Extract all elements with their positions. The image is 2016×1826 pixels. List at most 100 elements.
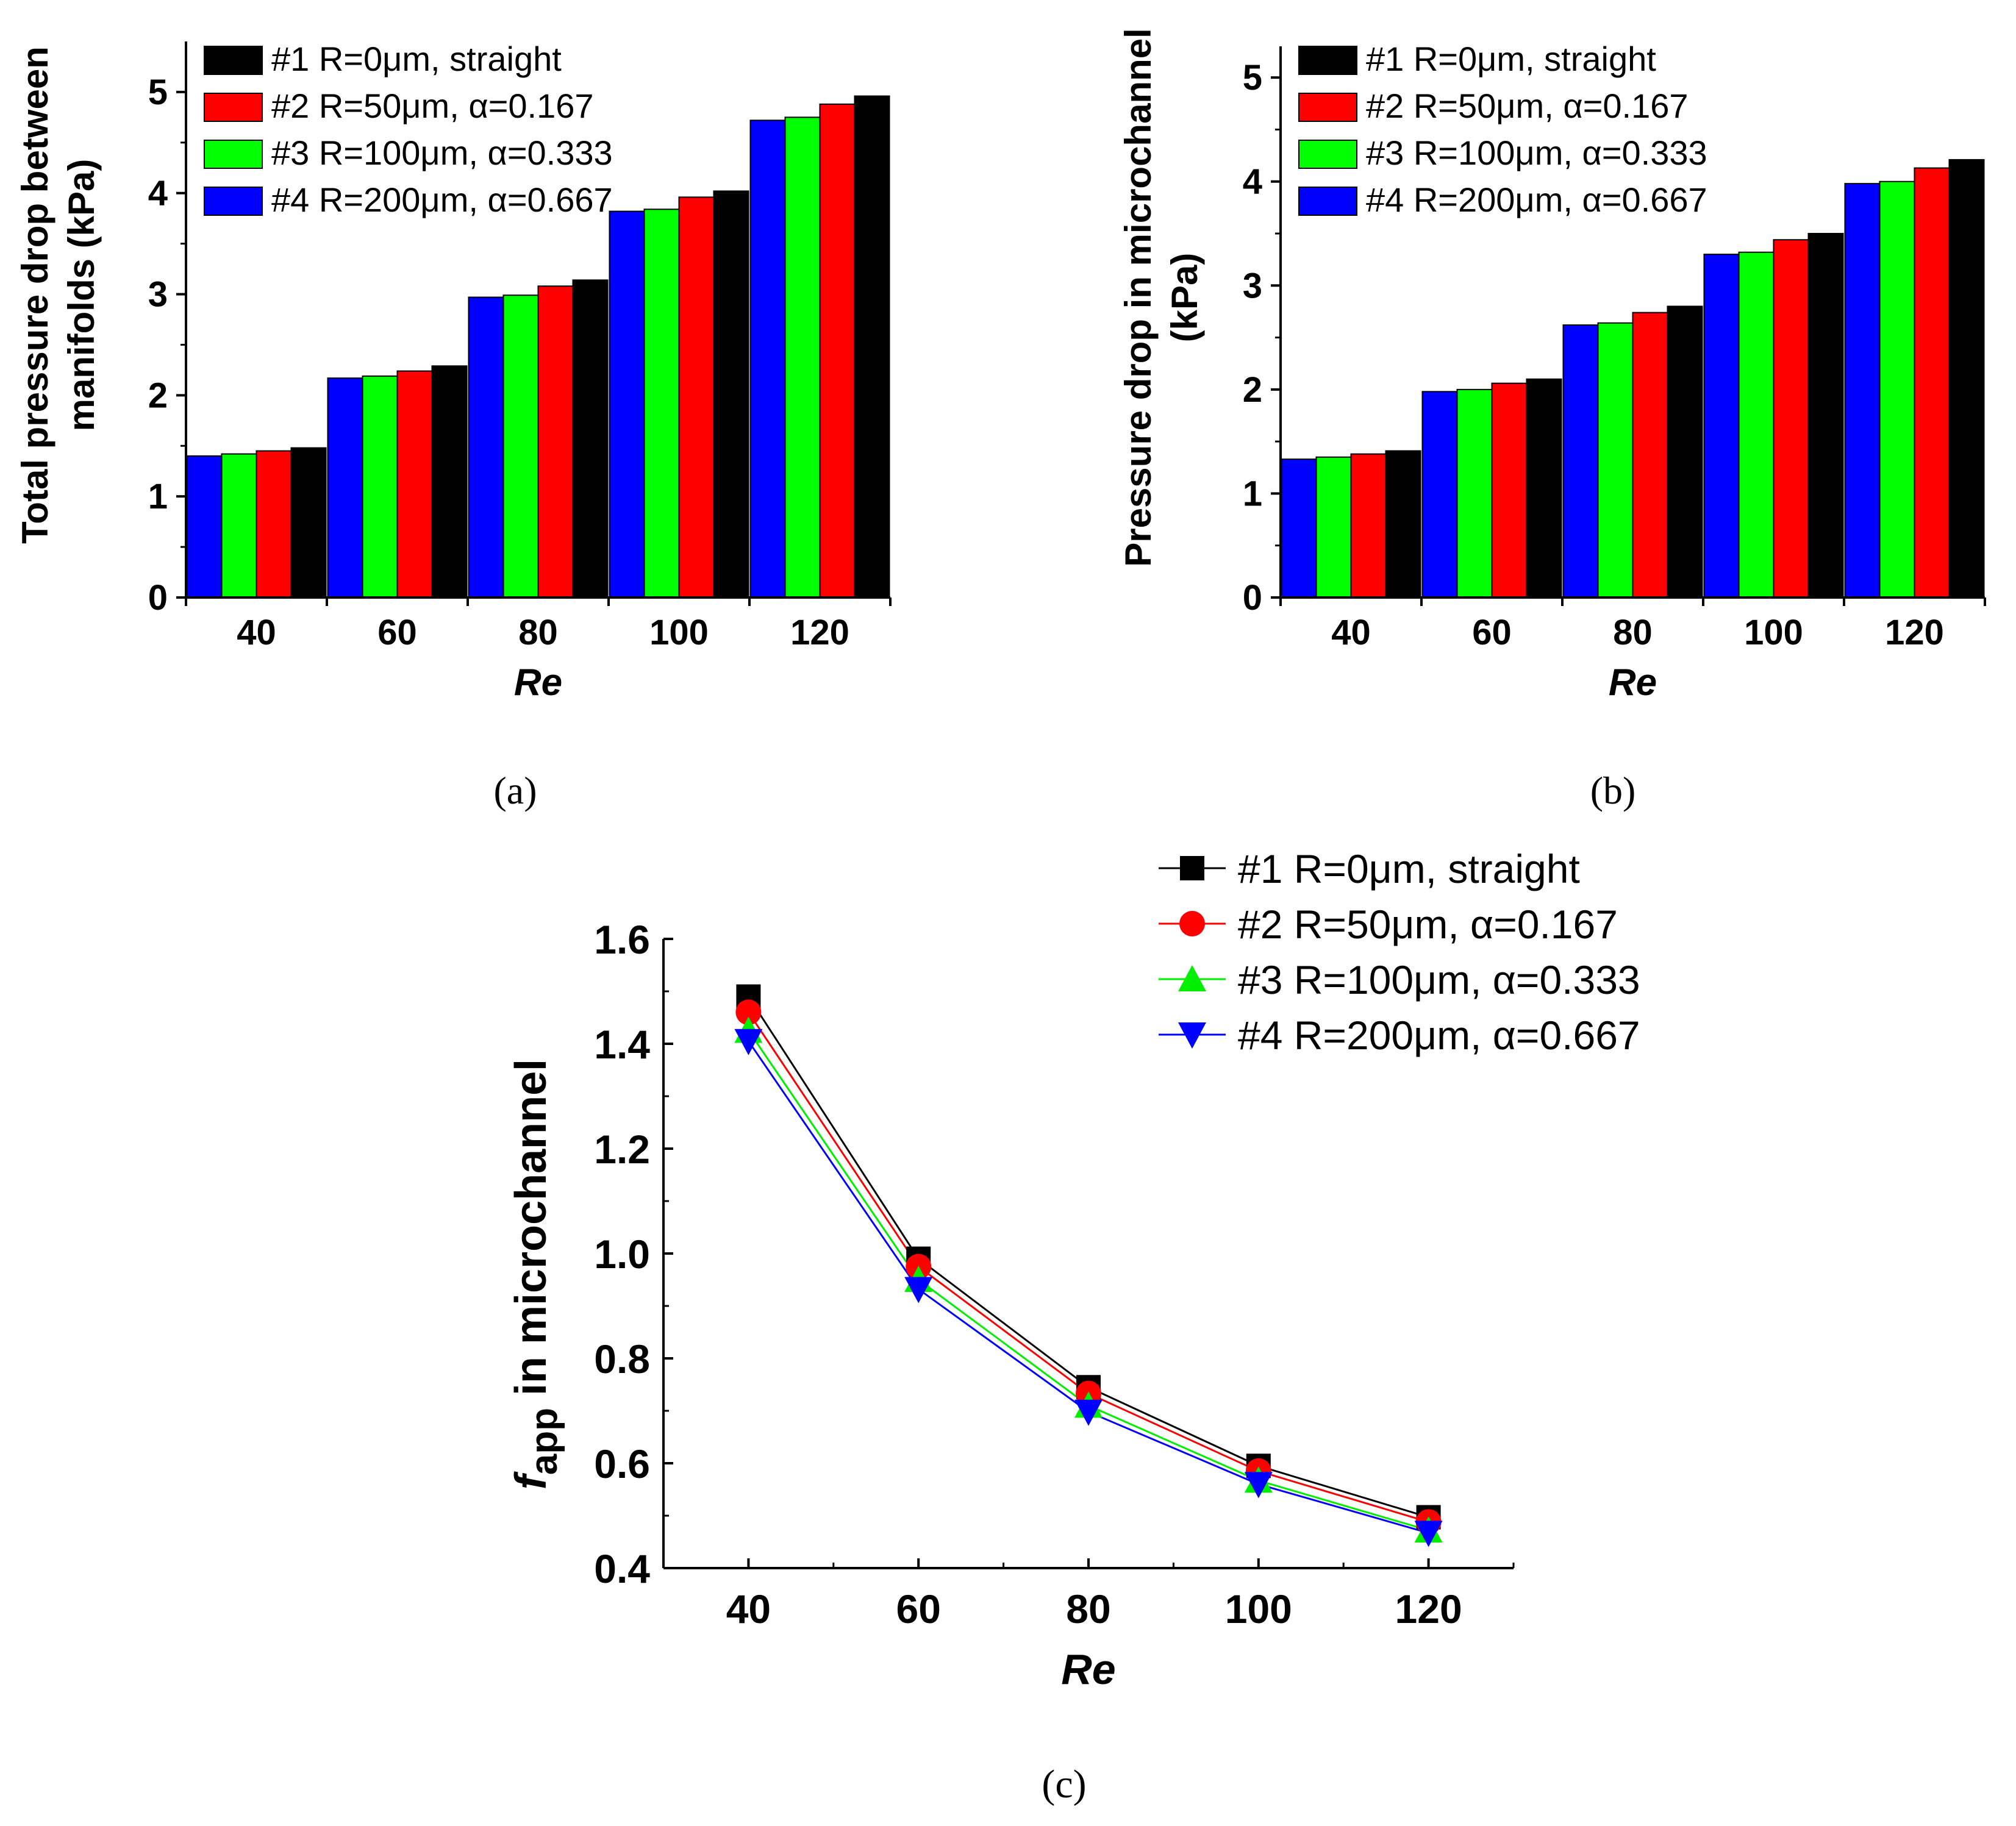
bar-series4-re40 [1281, 458, 1317, 598]
x-tick-label: 100 [649, 613, 709, 652]
panel-caption: (c) [1042, 1762, 1086, 1806]
bar-series3-re40 [1315, 456, 1352, 598]
legend-label-1: #1 R=0μm, straight [1366, 40, 1656, 78]
legend-swatch-2 [204, 93, 263, 122]
bar-series1-re100 [1807, 233, 1844, 598]
y-tick-label: 0.6 [594, 1441, 650, 1486]
point-series4-re80 [1074, 1399, 1103, 1426]
legend-marker-4 [1178, 1022, 1206, 1049]
x-tick-label: 100 [1744, 613, 1803, 652]
bar-series4-re60 [1421, 391, 1458, 598]
bar-series4-re80 [1562, 324, 1599, 599]
panel-caption: (b) [1590, 769, 1636, 812]
bar-series2-re80 [537, 285, 574, 598]
legend-label-1: #1 R=0μm, straight [271, 40, 562, 78]
point-series2-re40 [735, 999, 762, 1025]
bar-series2-re100 [678, 196, 715, 598]
y-axis-title-line-1: Pressure drop in microchannel [1118, 28, 1159, 567]
legend-swatch-4 [1298, 187, 1357, 216]
y-axis-title-line-1: Total pressure drop between [15, 46, 55, 544]
x-tick-label: 80 [1066, 1586, 1110, 1632]
legend-swatch-3 [1298, 140, 1357, 169]
bar-series4-re100 [609, 210, 645, 599]
point-series4-re40 [734, 1029, 763, 1055]
x-tick-label: 60 [896, 1586, 940, 1632]
y-tick-label: 4 [1243, 162, 1262, 202]
y-tick-label: 3 [148, 275, 168, 315]
bar-series3-re80 [1597, 322, 1634, 599]
x-tick-label: 80 [1613, 613, 1653, 652]
bar-series2-re60 [1491, 382, 1528, 598]
y-tick-label: 0.8 [594, 1336, 650, 1382]
x-tick-label: 40 [726, 1586, 771, 1632]
bar-series4-re60 [327, 377, 363, 598]
y-axis-title-line-2: (kPa) [1164, 253, 1205, 343]
bar-series3-re100 [1738, 251, 1775, 598]
bar-series3-re120 [784, 116, 821, 598]
y-tick-label: 0 [1243, 578, 1262, 618]
y-tick-label: 1.6 [594, 917, 650, 962]
y-tick-label: 2 [148, 376, 168, 415]
x-tick-label: 80 [518, 613, 558, 652]
legend-label-2: #2 R=50μm, α=0.167 [271, 87, 594, 125]
bar-series4-re120 [749, 119, 786, 598]
legend-label-3: #3 R=100μm, α=0.333 [1238, 957, 1640, 1002]
x-tick-label: 40 [1331, 613, 1371, 652]
bar-series2-re60 [396, 370, 433, 598]
legend-swatch-4 [204, 187, 263, 216]
bar-series3-re60 [1456, 388, 1493, 598]
x-tick-label: 120 [1885, 613, 1944, 652]
y-tick-label: 1.0 [594, 1232, 650, 1277]
bar-series1-re60 [1526, 378, 1562, 599]
bar-series3-re40 [221, 453, 257, 599]
bar-series4-re40 [186, 455, 223, 599]
point-series4-re60 [904, 1277, 933, 1304]
legend-label-2: #2 R=50μm, α=0.167 [1366, 87, 1689, 125]
legend-label-2: #2 R=50μm, α=0.167 [1238, 902, 1618, 947]
y-axis-title-line-2: manifolds (kPa) [61, 159, 102, 432]
legend-swatch-2 [1298, 93, 1357, 122]
y-tick-label: 5 [1243, 58, 1262, 98]
bar-series4-re120 [1844, 183, 1881, 598]
bar-series2-re40 [256, 450, 292, 599]
bar-series2-re120 [1914, 167, 1950, 598]
y-axis-title-sub: app [523, 1408, 565, 1475]
bar-series1-re120 [854, 95, 890, 599]
x-tick-label: 120 [1395, 1586, 1462, 1632]
bar-series1-re60 [431, 365, 468, 598]
y-tick-label: 1 [148, 477, 168, 516]
y-tick-label: 0.4 [594, 1546, 650, 1591]
bar-series4-re80 [468, 296, 504, 598]
chart-panel-b: 40 60 80 100 120 0 1 2 3 4 5 Re Pressure drop in mic… [1118, 28, 1986, 812]
legend-label-3: #3 R=100μm, α=0.333 [1366, 134, 1707, 172]
legend-label-4: #4 R=200μm, α=0.667 [271, 180, 613, 219]
bar-series1-re120 [1948, 159, 1985, 598]
bar-series2-re80 [1632, 312, 1668, 598]
y-axis-title-rest: in microchannel [507, 1059, 556, 1408]
x-axis-title: Re [1609, 662, 1657, 704]
bar-series3-re60 [362, 375, 398, 598]
panel-caption: (a) [493, 769, 537, 812]
bar-series3-re80 [502, 294, 539, 598]
y-axis-title: fapp in microchannel [507, 1059, 565, 1489]
x-tick-label: 120 [790, 613, 849, 652]
y-tick-label: 1.4 [594, 1022, 650, 1067]
bar-series3-re100 [643, 209, 680, 598]
chart-panel-a: 40 60 80 100 120 0 1 2 3 4 5 Re Total pressure drop … [15, 40, 892, 812]
bar-series1-re40 [1385, 450, 1421, 598]
bar-series1-re80 [1667, 305, 1703, 598]
x-tick-label: 60 [377, 613, 417, 652]
bar-series2-re120 [819, 103, 856, 599]
legend-label-4: #4 R=200μm, α=0.667 [1366, 180, 1707, 219]
legend-swatch-3 [204, 140, 263, 169]
x-tick-label: 100 [1225, 1586, 1292, 1632]
y-tick-label: 0 [148, 578, 168, 618]
y-tick-label: 1 [1243, 474, 1262, 513]
legend-marker-3 [1178, 965, 1206, 991]
x-tick-label: 40 [237, 613, 276, 652]
x-axis-title: Re [514, 662, 562, 704]
y-tick-label: 2 [1243, 370, 1262, 410]
bar-series1-re100 [713, 190, 749, 599]
legend-label-4: #4 R=200μm, α=0.667 [1238, 1013, 1640, 1058]
